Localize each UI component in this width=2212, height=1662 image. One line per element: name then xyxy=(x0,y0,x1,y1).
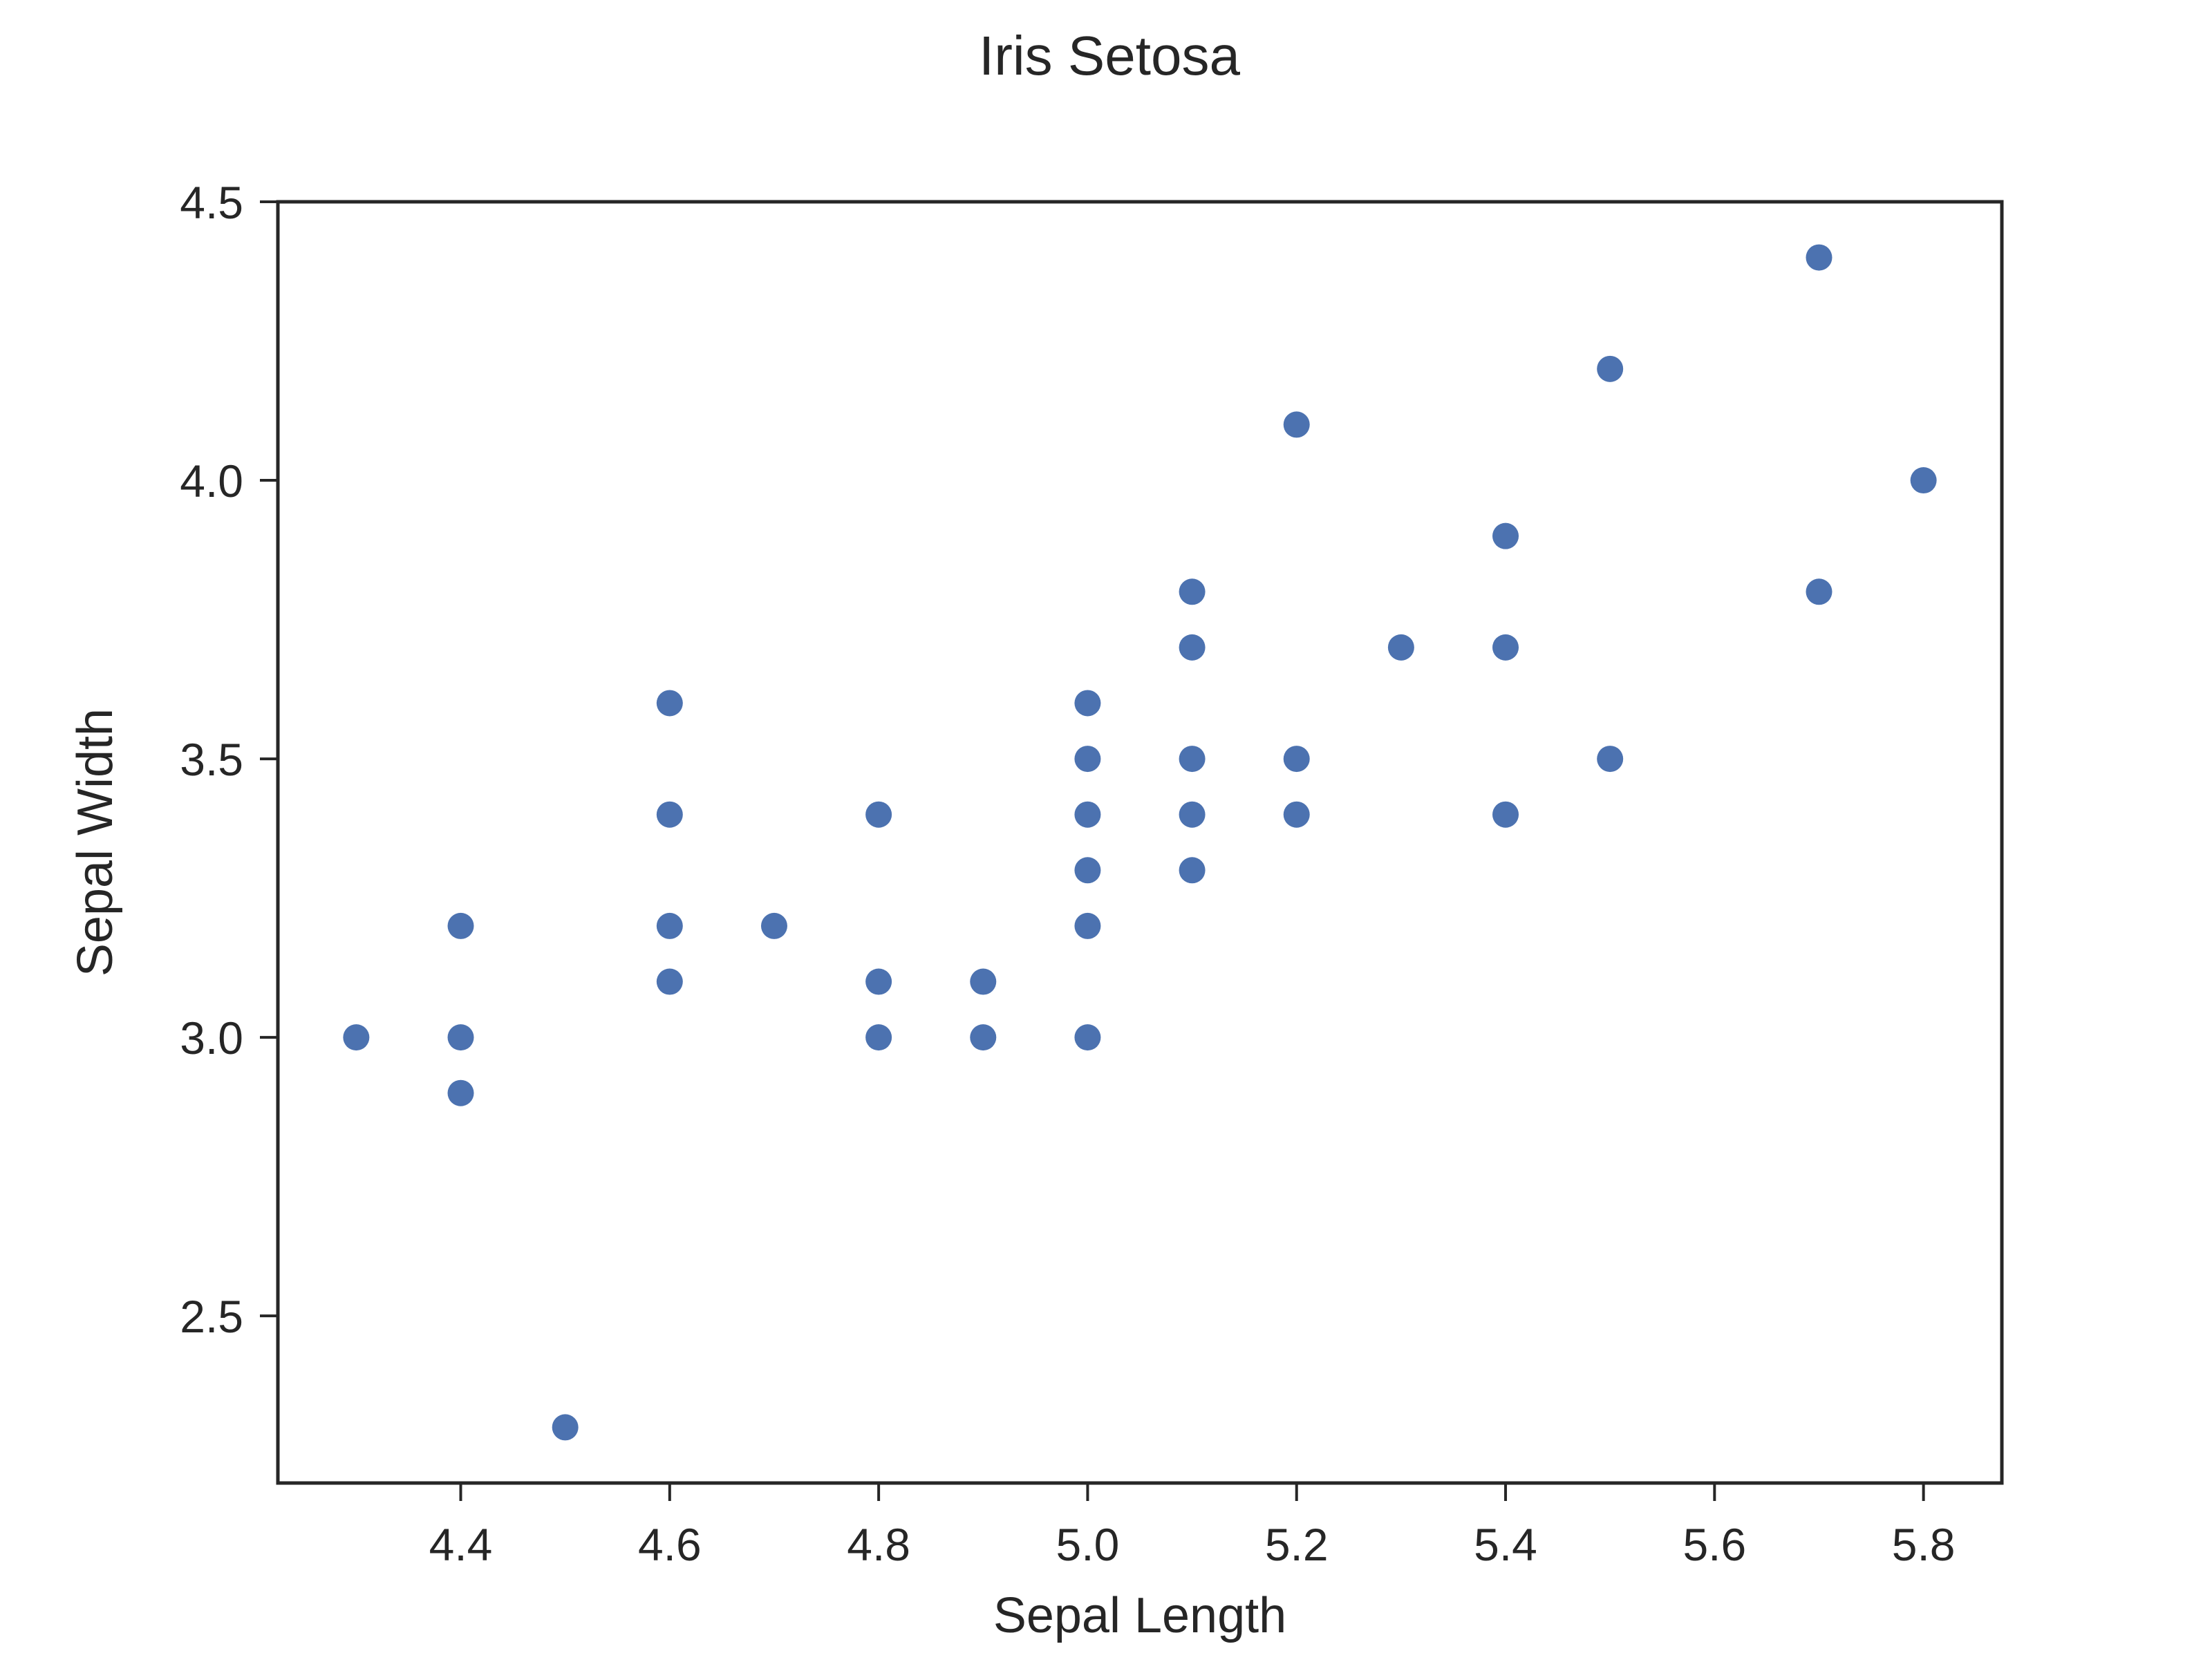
scatter-point xyxy=(1806,244,1833,271)
y-tick-label: 3.0 xyxy=(180,1012,243,1064)
scatter-point xyxy=(970,1024,997,1051)
scatter-point xyxy=(970,968,997,995)
scatter-point xyxy=(1074,746,1101,773)
scatter-point xyxy=(552,1414,579,1441)
scatter-point xyxy=(1179,857,1206,884)
x-tick-label: 4.6 xyxy=(638,1519,702,1570)
scatter-point xyxy=(1179,634,1206,661)
scatter-point xyxy=(1597,355,1624,382)
x-tick-label: 5.4 xyxy=(1474,1519,1537,1570)
x-tick-label: 4.8 xyxy=(847,1519,910,1570)
scatter-point xyxy=(1179,801,1206,828)
x-tick-label: 4.4 xyxy=(429,1519,493,1570)
scatter-point xyxy=(1597,746,1624,773)
scatter-points xyxy=(343,244,1937,1441)
y-axis-label: Sepal Width xyxy=(68,708,123,976)
y-tick-label: 4.0 xyxy=(180,455,243,507)
x-axis-label: Sepal Length xyxy=(993,1588,1286,1643)
y-tick-label: 3.5 xyxy=(180,734,243,785)
scatter-point xyxy=(1492,522,1519,549)
x-axis-ticks: 4.4 4.6 4.8 5.0 5.2 5.4 5.6 5.8 xyxy=(429,1483,1956,1570)
y-tick-label: 4.5 xyxy=(180,177,243,228)
scatter-point xyxy=(1179,578,1206,605)
scatter-point xyxy=(1074,1024,1101,1051)
y-tick-label: 2.5 xyxy=(180,1291,243,1342)
scatter-point xyxy=(1074,801,1101,828)
chart-title: Iris Setosa xyxy=(979,25,1240,86)
scatter-point xyxy=(656,912,683,939)
scatter-point xyxy=(1283,746,1310,773)
x-tick-label: 5.6 xyxy=(1683,1519,1746,1570)
x-tick-label: 5.2 xyxy=(1265,1519,1329,1570)
scatter-point xyxy=(656,690,683,717)
scatter-point xyxy=(447,1079,474,1106)
scatter-point xyxy=(447,1024,474,1051)
scatter-point xyxy=(865,968,892,995)
scatter-point xyxy=(1074,690,1101,717)
scatter-point xyxy=(656,968,683,995)
scatter-point xyxy=(1387,634,1414,661)
scatter-point xyxy=(865,1024,892,1051)
scatter-point xyxy=(1283,411,1310,438)
scatter-point xyxy=(760,912,787,939)
scatter-point xyxy=(1283,801,1310,828)
scatter-point xyxy=(447,912,474,939)
x-tick-label: 5.0 xyxy=(1056,1519,1120,1570)
scatter-point xyxy=(1492,801,1519,828)
scatter-point xyxy=(1074,912,1101,939)
scatter-point xyxy=(1179,746,1206,773)
scatter-point xyxy=(865,801,892,828)
y-axis-ticks: 2.5 3.0 3.5 4.0 4.5 xyxy=(180,177,278,1342)
scatter-point xyxy=(343,1024,370,1051)
plot-frame xyxy=(276,200,2004,1485)
scatter-point xyxy=(1806,578,1833,605)
scatter-point xyxy=(1074,857,1101,884)
scatter-point xyxy=(1910,467,1937,494)
scatter-point xyxy=(656,801,683,828)
x-tick-label: 5.8 xyxy=(1892,1519,1956,1570)
scatter-point xyxy=(1492,634,1519,661)
